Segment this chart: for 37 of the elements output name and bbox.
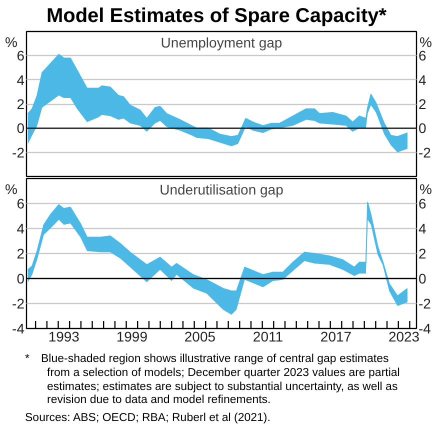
- y-tick-label: -4: [12, 320, 25, 336]
- chart-subtitle: Unemployment gap: [160, 34, 282, 50]
- y2-axis-title: %: [420, 180, 433, 198]
- y-tick-label: -2: [12, 144, 25, 160]
- y-tick-label: 2: [16, 96, 25, 112]
- y2-tick-label: 6: [418, 196, 426, 212]
- y-axis-title: %: [4, 180, 18, 199]
- y2-tick-label: 2: [418, 96, 426, 112]
- y-tick-label: 4: [16, 72, 25, 88]
- y-tick-label: 4: [16, 220, 25, 236]
- y-tick-label: 0: [16, 120, 25, 136]
- y2-tick-label: -2: [418, 296, 432, 312]
- x-tick-label: 2023: [388, 328, 420, 344]
- text: * Blue-shaded region shows illustrative range of central gap estimates from a selection of models; December quarter 2023 values are partial estimates; estimates are subject to substantial uncertainty, as well as revision due to data and model refinements.: [25, 353, 401, 408]
- x-tick-label: 2011: [252, 328, 284, 344]
- x-tick-label: 1993: [48, 328, 80, 344]
- chart-title: Underutilisation gap: [160, 182, 284, 198]
- y2-axis-title: %: [420, 33, 433, 50]
- y2-tick-label: -2: [418, 144, 432, 160]
- y2-tick-label: -4: [418, 320, 432, 336]
- x-tick-label: 2005: [184, 328, 216, 344]
- source-note: Sources: ABS; OECD; RBA; Ruberl et al (2021).: [25, 412, 272, 426]
- y-tick-label: -2: [12, 296, 25, 312]
- y2-tick-label: 4: [418, 220, 426, 236]
- x-tick-label: 1999: [116, 328, 148, 344]
- y2-tick-label: 0: [418, 120, 426, 136]
- y-tick-label: 6: [16, 48, 25, 64]
- y2-tick-label: 4: [418, 72, 426, 88]
- y2-tick-label: 2: [418, 246, 426, 262]
- chart-title: Model Estimates of Spare Capacity*: [46, 4, 387, 29]
- y-tick-label: 2: [16, 246, 25, 262]
- y2-tick-label: 6: [418, 48, 426, 64]
- y-tick-label: 6: [16, 196, 25, 212]
- y2-tick-label: 0: [418, 270, 426, 286]
- y-tick-label: 0: [16, 270, 25, 286]
- x-tick-label: 2017: [320, 328, 352, 344]
- y-axis-title: %: [4, 33, 18, 52]
